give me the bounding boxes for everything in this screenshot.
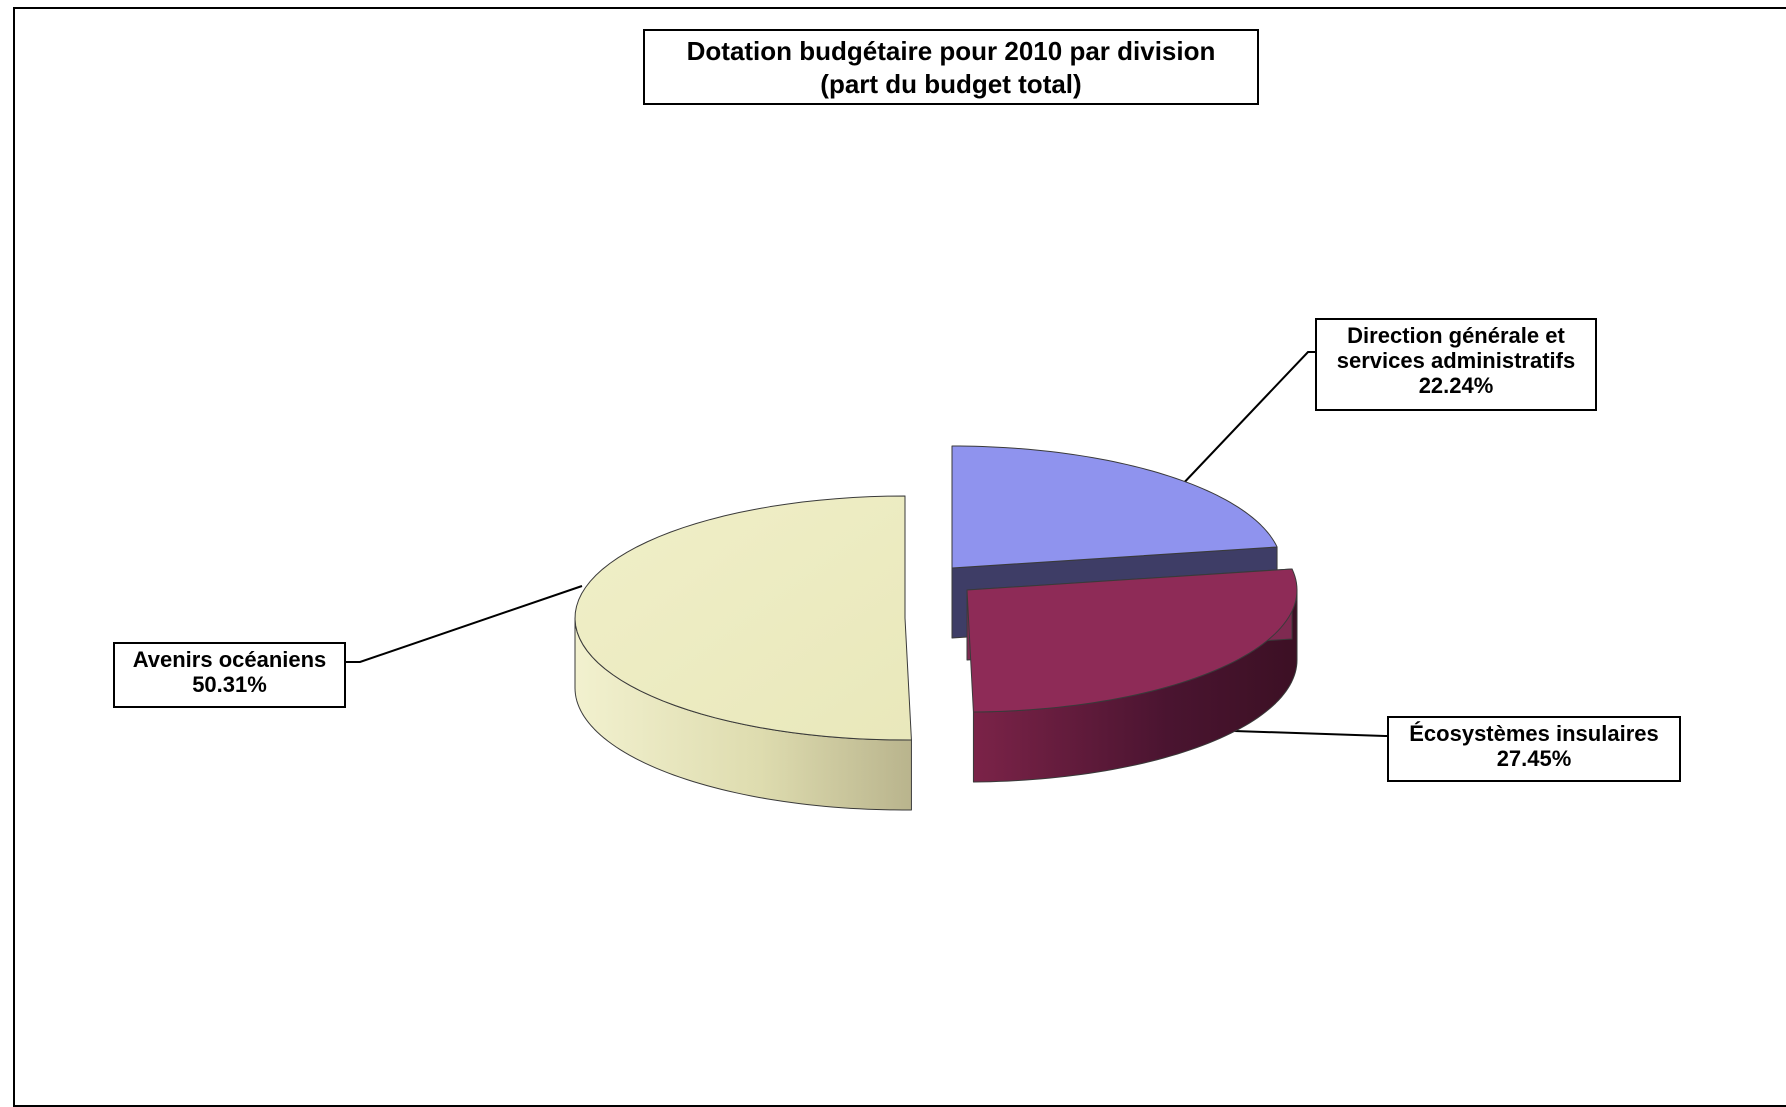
data-label-name-line-1: Direction générale et <box>1317 323 1595 348</box>
data-label-value: 22.24% <box>1317 373 1595 398</box>
data-label-value: 27.45% <box>1389 746 1679 771</box>
chart-title: Dotation budgétaire pour 2010 par divisi… <box>645 35 1257 68</box>
chart-subtitle: (part du budget total) <box>645 68 1257 101</box>
data-label-name-line-2: services administratifs <box>1317 348 1595 373</box>
data-label-name: Écosystèmes insulaires <box>1389 721 1679 746</box>
data-label-value: 50.31% <box>115 672 344 697</box>
data-label-ecosystemes-insulaires: Écosystèmes insulaires 27.45% <box>1387 716 1681 782</box>
data-label-direction-generale: Direction générale et services administr… <box>1315 318 1597 411</box>
slice-direction-generale <box>952 446 1277 568</box>
data-label-name: Avenirs océaniens <box>115 647 344 672</box>
leader-line-avenirs-oceaniens <box>346 586 582 662</box>
chart-title-box: Dotation budgétaire pour 2010 par divisi… <box>643 29 1259 105</box>
data-label-avenirs-oceaniens: Avenirs océaniens 50.31% <box>113 642 346 708</box>
